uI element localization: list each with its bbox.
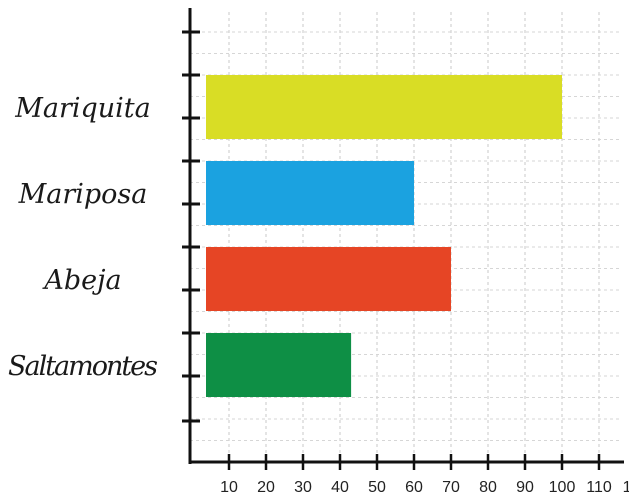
category-label: Saltamontes (8, 351, 158, 382)
x-tick-label: 110 (586, 479, 612, 496)
category-label: Mariposa (18, 179, 148, 210)
category-labels: Mariquita Mariposa Abeja Saltamontes (8, 93, 158, 382)
bar-abeja (206, 247, 451, 311)
x-tick-label: 90 (516, 479, 534, 496)
x-tick-label: 60 (405, 479, 423, 496)
bar-saltamontes (206, 333, 352, 397)
x-tick-labels: 10 20 30 40 50 60 70 80 90 100 110 120 (220, 479, 629, 496)
category-label: Mariquita (14, 93, 151, 124)
bar-mariposa (206, 161, 414, 225)
x-tick-label: 10 (220, 479, 238, 496)
x-tick-label: 120 (623, 479, 629, 496)
x-tick-label: 50 (368, 479, 386, 496)
x-tick-label: 80 (479, 479, 497, 496)
category-label: Abeja (41, 265, 121, 296)
bar-mariquita (206, 75, 562, 139)
x-tick-label: 20 (257, 479, 275, 496)
x-tick-label: 70 (442, 479, 460, 496)
x-tick-label: 40 (331, 479, 349, 496)
x-tick-label: 30 (294, 479, 312, 496)
x-tick-label: 100 (549, 479, 576, 496)
axes (182, 8, 624, 470)
bars (206, 75, 562, 397)
